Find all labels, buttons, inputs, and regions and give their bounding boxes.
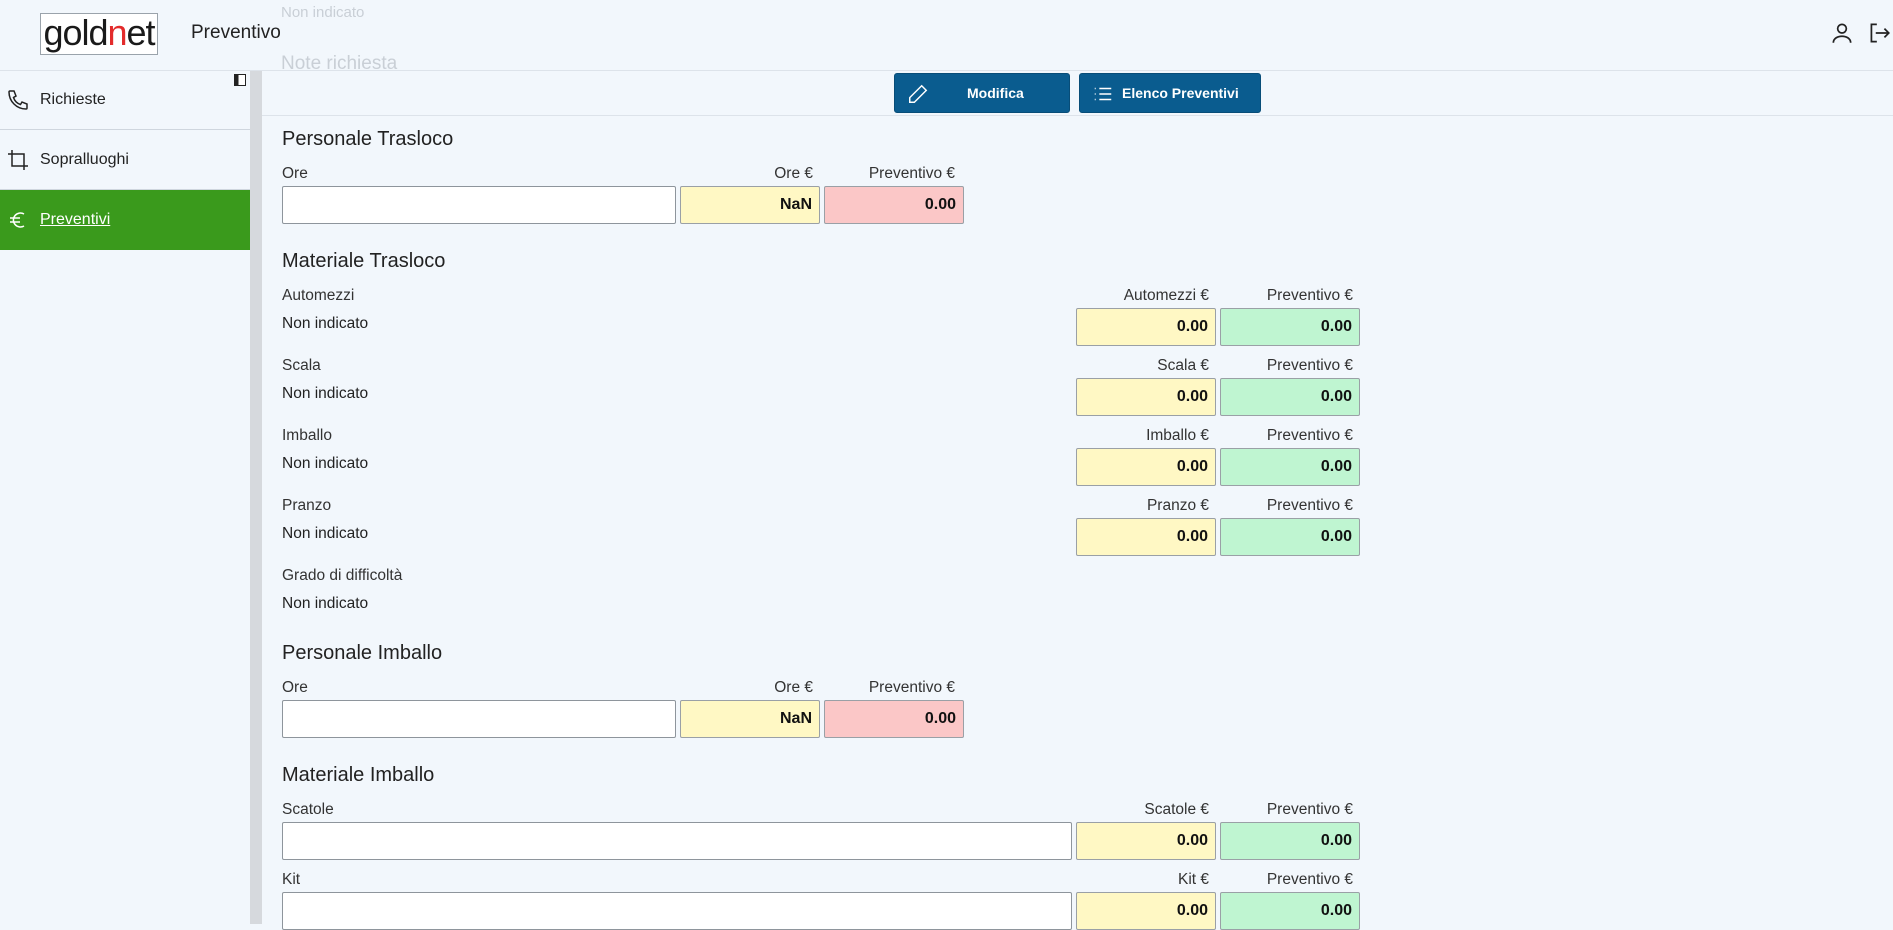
- automezzi-label: Automezzi: [282, 287, 355, 304]
- scala-eur-label: Scala €: [1157, 357, 1209, 374]
- kit-label: Kit: [282, 871, 301, 888]
- ghost-scrolled-value: Non indicato: [281, 4, 365, 21]
- preventivo-field: 0.00: [1220, 378, 1360, 416]
- preventivo-field: 0.00: [1220, 308, 1360, 346]
- pranzo-label: Pranzo: [282, 497, 332, 514]
- preventivo-label: Preventivo €: [1266, 287, 1353, 304]
- ore-input[interactable]: [282, 186, 676, 224]
- automezzi-eur-label: Automezzi €: [1123, 287, 1209, 304]
- imballo-eur-field[interactable]: 0.00: [1076, 448, 1216, 486]
- sidebar-item-preventivi[interactable]: Preventivi: [0, 190, 250, 250]
- section-title-materiale-imballo: Materiale Imballo: [282, 764, 435, 786]
- scatole-label: Scatole: [282, 801, 334, 818]
- automezzi-value: Non indicato: [282, 315, 369, 332]
- preventivo-field: 0.00: [824, 186, 964, 224]
- ghost-scrolled-heading: Note richiesta: [281, 53, 398, 74]
- sidebar-collapse-icon[interactable]: [234, 74, 246, 86]
- scala-eur-field[interactable]: 0.00: [1076, 378, 1216, 416]
- preventivo-label: Preventivo €: [1266, 357, 1353, 374]
- difficolta-value: Non indicato: [282, 595, 369, 612]
- preventivo-field: 0.00: [824, 700, 964, 738]
- logo-text-n: n: [107, 12, 128, 53]
- preventivo-label: Preventivo €: [1266, 871, 1353, 888]
- kit-eur-label: Kit €: [1177, 871, 1209, 888]
- scala-value: Non indicato: [282, 385, 369, 402]
- crop-icon: [8, 150, 28, 170]
- pranzo-value: Non indicato: [282, 525, 369, 542]
- main-content: Modifica Elenco Preventivi Personale Tra…: [262, 70, 1893, 930]
- ore-eur-label: Ore €: [774, 679, 813, 696]
- pranzo-eur-field[interactable]: 0.00: [1076, 518, 1216, 556]
- section-title-materiale-trasloco: Materiale Trasloco: [282, 250, 446, 272]
- scala-label: Scala: [282, 357, 321, 374]
- imballo-label: Imballo: [282, 427, 332, 444]
- user-icon[interactable]: [1829, 20, 1855, 46]
- preventivo-label: Preventivo €: [868, 679, 955, 696]
- kit-eur-field[interactable]: 0.00: [1076, 892, 1216, 930]
- sidebar-item-richieste[interactable]: Richieste: [0, 70, 250, 130]
- ore-eur-field[interactable]: NaN: [680, 700, 820, 738]
- sidebar-item-label: Sopralluoghi: [40, 150, 129, 168]
- pencil-icon: [909, 84, 928, 103]
- phone-icon: [8, 90, 28, 110]
- difficolta-label: Grado di difficoltà: [282, 567, 403, 584]
- sidebar: Richieste Sopralluoghi Preventivi: [0, 70, 250, 924]
- ore-label: Ore: [282, 165, 308, 182]
- list-icon: [1094, 87, 1112, 101]
- page-title: Preventivo: [191, 22, 281, 43]
- toolbar: Modifica Elenco Preventivi: [262, 70, 1893, 116]
- euro-icon: [10, 212, 25, 228]
- preventivo-field: 0.00: [1220, 892, 1360, 930]
- kit-input[interactable]: [282, 892, 1072, 930]
- elenco-preventivi-button[interactable]: Elenco Preventivi: [1079, 73, 1261, 113]
- sidebar-item-sopralluoghi[interactable]: Sopralluoghi: [0, 130, 250, 190]
- section-title-personale-imballo: Personale Imballo: [282, 642, 443, 664]
- modifica-label: Modifica: [967, 85, 1024, 101]
- sidebar-scrollbar[interactable]: [250, 70, 262, 924]
- preventivo-label: Preventivo €: [1266, 497, 1353, 514]
- scatole-eur-field[interactable]: 0.00: [1076, 822, 1216, 860]
- ore-eur-field[interactable]: NaN: [680, 186, 820, 224]
- ore-input[interactable]: [282, 700, 676, 738]
- preventivo-label: Preventivo €: [1266, 801, 1353, 818]
- ore-label: Ore: [282, 679, 308, 696]
- preventivo-field: 0.00: [1220, 822, 1360, 860]
- app-header: goldnet Preventivo: [0, 0, 1893, 71]
- goldnet-logo[interactable]: goldnet: [40, 13, 158, 55]
- imballo-eur-label: Imballo €: [1146, 427, 1209, 444]
- logo-text-gold: gold: [43, 12, 108, 53]
- preventivo-label: Preventivo €: [1266, 427, 1353, 444]
- scatole-input[interactable]: [282, 822, 1072, 860]
- sidebar-item-label: Richieste: [40, 90, 106, 108]
- logo-text-et: et: [126, 12, 156, 53]
- automezzi-eur-field[interactable]: 0.00: [1076, 308, 1216, 346]
- sidebar-item-label: Preventivi: [40, 211, 111, 228]
- section-title-personale-trasloco: Personale Trasloco: [282, 128, 454, 150]
- preventivo-field: 0.00: [1220, 518, 1360, 556]
- pranzo-eur-label: Pranzo €: [1146, 497, 1209, 514]
- imballo-value: Non indicato: [282, 455, 369, 472]
- preventivo-label: Preventivo €: [868, 165, 955, 182]
- modifica-button[interactable]: Modifica: [894, 73, 1070, 113]
- preventivo-field: 0.00: [1220, 448, 1360, 486]
- scatole-eur-label: Scatole €: [1144, 801, 1209, 818]
- logout-icon[interactable]: [1866, 20, 1892, 46]
- elenco-preventivi-label: Elenco Preventivi: [1122, 85, 1239, 101]
- ore-eur-label: Ore €: [774, 165, 813, 182]
